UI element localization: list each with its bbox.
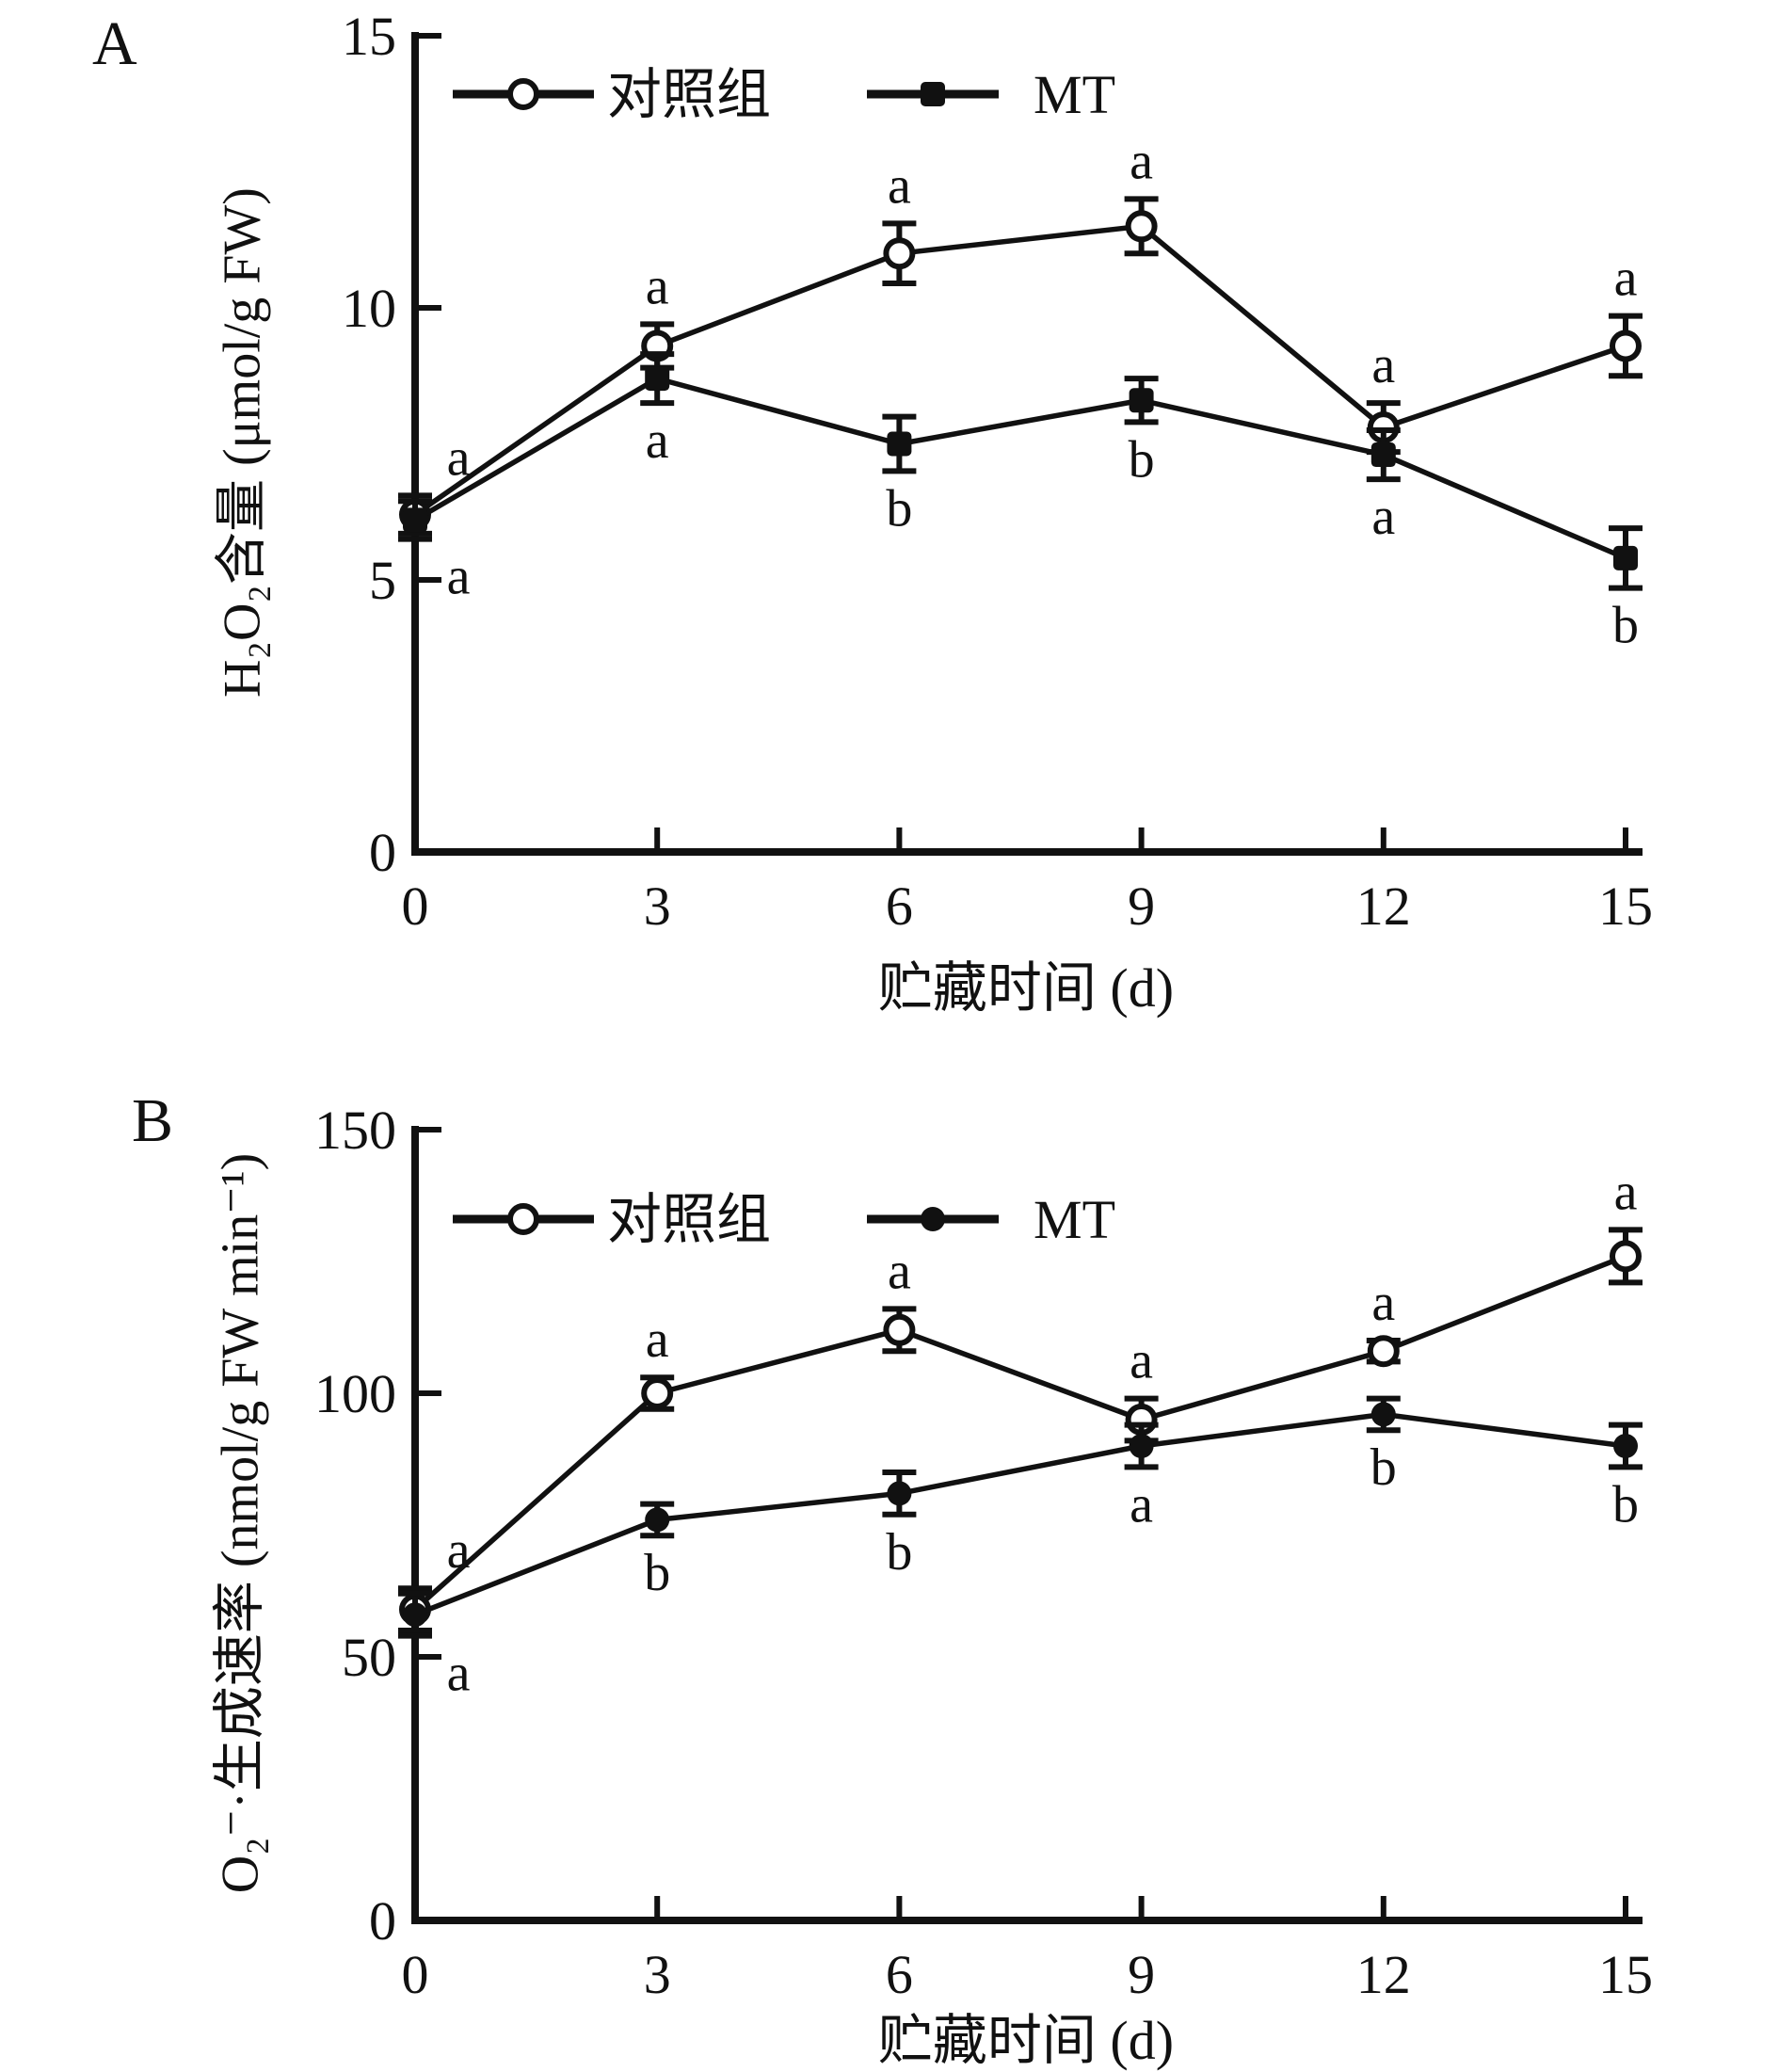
- panel-a-series-1-marker: [1613, 545, 1638, 570]
- panel-a-series-0-line: [413, 223, 1627, 517]
- panel-a-legend-label: MT: [1034, 64, 1115, 125]
- sig-letter: a: [1614, 249, 1638, 308]
- panel-a-series-1-marker: [887, 431, 912, 457]
- panel-b-y-axis-title: O₂⁻·生成速率 (nmol/g FW min⁻¹): [211, 1152, 270, 1894]
- panel-b-x-tick-label: 15: [1598, 1944, 1653, 2005]
- panel-b-series-1-line: [413, 1411, 1627, 1617]
- panel-a-x-tick-label: 12: [1356, 875, 1411, 937]
- sig-letter: a: [1371, 1274, 1395, 1332]
- panel-a-x-tick-label: 0: [402, 875, 429, 937]
- panel-a-x-axis-title: 贮藏时间 (d): [877, 957, 1175, 1019]
- sig-letter: a: [447, 548, 471, 606]
- sig-letter: b: [1612, 597, 1639, 655]
- panel-b-legend-filled-circle-icon: [921, 1207, 945, 1231]
- panel-b-x-tick-label: 6: [886, 1944, 913, 2005]
- sig-letter: a: [1371, 488, 1395, 546]
- panel-b-series-0-marker: [1610, 1240, 1642, 1273]
- sig-letter: a: [888, 1242, 911, 1300]
- sig-letter: b: [886, 1523, 912, 1582]
- panel-a: 0 5 10 15 0 3 6 9 12 15 对照组 MT a a a a a a a a b b a b: [342, 6, 1653, 937]
- panel-a-y-tick-label: 0: [369, 822, 396, 883]
- panel-b-series-1: a b b a b b: [398, 1395, 1643, 1703]
- sig-letter: a: [1614, 1163, 1638, 1221]
- panel-a-series-0-marker: [1610, 329, 1642, 362]
- sig-letter: a: [447, 428, 471, 487]
- panel-b-legend-open-circle-icon: [507, 1203, 539, 1235]
- sig-letter: a: [646, 411, 669, 470]
- panel-b-x-axis-title: 贮藏时间 (d): [877, 2010, 1175, 2071]
- sig-letter: a: [888, 156, 911, 215]
- sig-letter: b: [1612, 1475, 1639, 1534]
- panel-a-y-tick-label: 10: [342, 278, 396, 339]
- panel-a-x-tick-label: 9: [1128, 875, 1155, 937]
- panel-b-series-0-marker: [883, 1313, 916, 1346]
- sig-letter: a: [447, 1645, 471, 1703]
- sig-letter: a: [1130, 132, 1153, 190]
- panel-b-y-tick-label: 50: [342, 1627, 396, 1688]
- panel-b-series-1-marker: [1129, 1434, 1154, 1458]
- panel-b-series-1-marker: [1370, 1402, 1396, 1427]
- sig-letter: a: [1130, 1475, 1153, 1534]
- panel-a-legend-label: 对照组: [607, 64, 771, 125]
- panel-b-y-tick-label: 100: [314, 1363, 396, 1424]
- panel-b-y-tick-label: 0: [369, 1890, 396, 1952]
- panel-a-series-1-line: [413, 376, 1627, 561]
- panel-b-series-1-marker: [645, 1507, 670, 1533]
- sig-letter: b: [886, 479, 912, 538]
- panel-b-x-tick-label: 3: [644, 1944, 671, 2005]
- panel-b-series-1-marker: [1613, 1434, 1638, 1458]
- panel-a-series-0: a a a a a a: [398, 132, 1643, 537]
- panel-a-series-0-marker: [883, 237, 916, 270]
- panel-b: 0 50 100 150 0 3 6 9 12 15 对照组 MT a a a a a a a b b a b b: [314, 1100, 1653, 2005]
- panel-b-legend-label: 对照组: [607, 1189, 771, 1250]
- panel-a-x-tick-label: 6: [886, 875, 913, 937]
- panel-a-series-1: a a b b a b: [398, 351, 1643, 655]
- panel-b-series-0: a a a a a a: [398, 1163, 1643, 1633]
- panel-a-series-1-marker: [1370, 442, 1396, 468]
- sig-letter: b: [644, 1544, 670, 1602]
- panel-a-series-0-marker: [1125, 210, 1158, 243]
- panel-a-series-1-marker: [403, 507, 427, 533]
- panel-b-series-1-marker: [403, 1602, 427, 1628]
- panel-a-legend-filled-square-icon: [921, 82, 945, 106]
- panel-a-series-1-marker: [1129, 388, 1154, 413]
- panel-b-series-0-marker: [641, 1377, 674, 1409]
- panel-b-y-tick-label: 150: [314, 1100, 396, 1161]
- panel-b-series-1-marker: [887, 1481, 912, 1506]
- panel-a-series-1-marker: [645, 366, 670, 392]
- panel-b-series-0-marker: [1367, 1335, 1400, 1368]
- panel-a-x-tick-label: 3: [644, 875, 671, 937]
- sig-letter: b: [1370, 1438, 1397, 1497]
- panel-b-x-tick-label: 12: [1356, 1944, 1411, 2005]
- panel-a-y-tick-label: 15: [342, 6, 396, 67]
- panel-a-y-axis-title: H₂O₂含量 (μmol/g FW): [213, 187, 272, 698]
- panel-a-legend-open-circle-icon: [507, 78, 539, 110]
- sig-letter: a: [646, 1310, 669, 1369]
- panel-a-x-tick-label: 15: [1598, 875, 1653, 937]
- panel-a-label: A: [92, 9, 137, 78]
- panel-b-x-tick-label: 0: [402, 1944, 429, 2005]
- panel-b-legend-label: MT: [1034, 1189, 1115, 1250]
- sig-letter: a: [1371, 336, 1395, 394]
- panel-b-x-tick-label: 9: [1128, 1944, 1155, 2005]
- sig-letter: b: [1129, 430, 1155, 489]
- sig-letter: a: [1130, 1332, 1153, 1390]
- panel-a-y-tick-label: 5: [369, 550, 396, 611]
- panel-b-series-0-line: [413, 1253, 1627, 1612]
- panel-b-label: B: [132, 1086, 174, 1155]
- sig-letter: a: [447, 1521, 471, 1580]
- sig-letter: a: [646, 257, 669, 315]
